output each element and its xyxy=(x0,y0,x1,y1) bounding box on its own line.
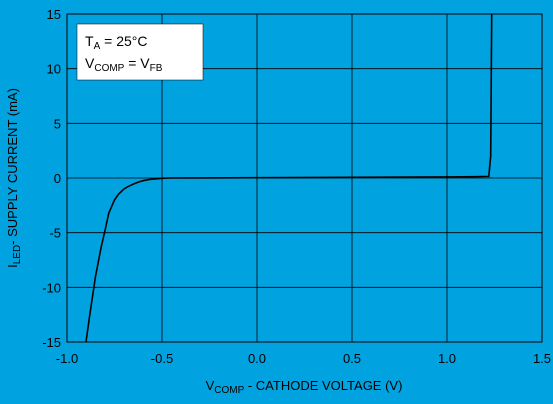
y-tick-label: 15 xyxy=(47,7,61,22)
x-axis-title: VCOMP - CATHODE VOLTAGE (V) xyxy=(206,378,403,396)
y-tick-label: -5 xyxy=(49,226,61,241)
x-tick-label: 0.5 xyxy=(343,351,361,366)
series-line xyxy=(85,13,493,343)
x-tick-label: -1.0 xyxy=(56,351,78,366)
y-axis-ticks: 15 10 5 0 -5 -10 -15 xyxy=(42,7,61,350)
annotation-box: TA = 25°C VCOMP = VFB xyxy=(76,23,204,81)
y-tick-label: -10 xyxy=(42,280,61,295)
x-tick-label: 0.0 xyxy=(248,351,266,366)
x-axis-ticks: -1.0 -0.5 0.0 0.5 1.0 1.5 xyxy=(56,351,551,366)
annotation-line-1: TA = 25°C xyxy=(85,33,147,52)
grid xyxy=(66,13,543,343)
annotation-line-2: VCOMP = VFB xyxy=(85,55,163,74)
y-axis-title: ILED- SUPPLY CURRENT (mA) xyxy=(5,88,23,268)
x-tick-label: -0.5 xyxy=(151,351,173,366)
x-tick-label: 1.5 xyxy=(533,351,551,366)
y-tick-label: 0 xyxy=(54,171,61,186)
y-tick-label: -15 xyxy=(42,335,61,350)
x-tick-label: 1.0 xyxy=(438,351,456,366)
y-tick-label: 10 xyxy=(47,62,61,77)
y-tick-label: 5 xyxy=(54,116,61,131)
